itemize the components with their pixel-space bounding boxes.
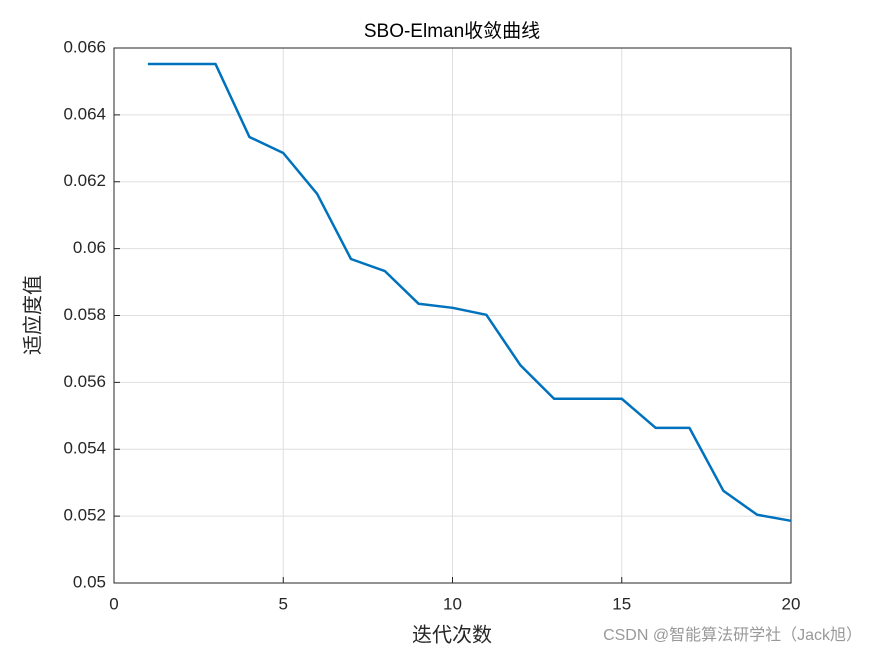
y-tick-label: 0.058	[63, 305, 106, 324]
x-tick-label: 10	[443, 594, 462, 613]
y-tick-label: 0.062	[63, 171, 106, 190]
y-tick-label: 0.054	[63, 439, 106, 458]
chart-title: SBO-Elman收敛曲线	[364, 20, 540, 42]
plot-frame	[113, 47, 792, 584]
y-tick-label: 0.064	[63, 104, 106, 123]
x-tick-label: 20	[782, 594, 801, 613]
x-tick-label: 0	[109, 594, 118, 613]
x-axis-label: 迭代次数	[412, 623, 492, 647]
y-tick-label: 0.05	[73, 572, 106, 591]
data-line	[147, 62, 792, 523]
x-tick-label: 5	[279, 594, 288, 613]
y-tick-label: 0.066	[63, 37, 106, 56]
y-axis-label: 适应度值	[21, 275, 45, 355]
y-tick-label: 0.052	[63, 506, 106, 525]
y-tick-label: 0.056	[63, 372, 106, 391]
y-tick-label: 0.06	[73, 238, 106, 257]
x-tick-label: 15	[612, 594, 631, 613]
watermark: CSDN @智能算法研学社（Jack旭）	[603, 625, 862, 644]
